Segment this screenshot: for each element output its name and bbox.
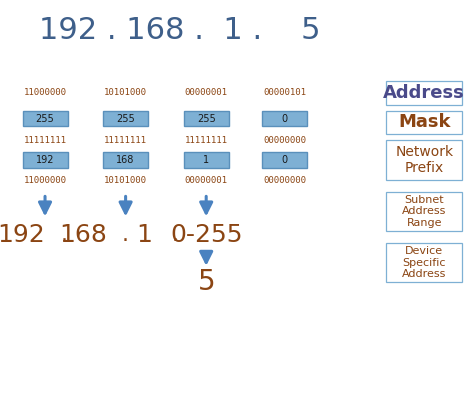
Text: 255: 255 <box>36 113 55 124</box>
Text: 0: 0 <box>282 155 287 165</box>
FancyBboxPatch shape <box>184 152 228 168</box>
FancyBboxPatch shape <box>23 152 67 168</box>
FancyBboxPatch shape <box>386 192 462 231</box>
Text: 11000000: 11000000 <box>24 177 66 185</box>
Text: 0: 0 <box>282 113 287 124</box>
Text: .: . <box>122 225 129 245</box>
Text: Network
Prefix: Network Prefix <box>395 145 453 175</box>
Text: 192: 192 <box>36 155 55 165</box>
Text: 00000000: 00000000 <box>263 136 306 145</box>
Text: 192: 192 <box>0 223 45 247</box>
Text: Device
Specific
Address: Device Specific Address <box>402 246 447 279</box>
FancyBboxPatch shape <box>262 152 307 168</box>
Text: Mask: Mask <box>398 113 450 132</box>
Text: 0-255: 0-255 <box>170 223 242 247</box>
Text: 192 . 168 .  1 .    5: 192 . 168 . 1 . 5 <box>39 16 321 45</box>
Text: Subnet
Address
Range: Subnet Address Range <box>402 195 447 228</box>
FancyBboxPatch shape <box>386 243 462 282</box>
Text: 1: 1 <box>137 223 153 247</box>
Text: 1: 1 <box>203 155 209 165</box>
Text: 168: 168 <box>59 223 107 247</box>
Text: 5: 5 <box>197 269 215 296</box>
FancyBboxPatch shape <box>386 111 462 134</box>
Text: 00000101: 00000101 <box>263 88 306 97</box>
Text: 255: 255 <box>116 113 135 124</box>
Text: .: . <box>172 225 179 245</box>
Text: 11111111: 11111111 <box>104 136 147 145</box>
Text: 11000000: 11000000 <box>24 88 66 97</box>
Text: Address: Address <box>383 84 465 102</box>
FancyBboxPatch shape <box>262 111 307 126</box>
Text: 255: 255 <box>197 113 216 124</box>
Text: .: . <box>61 225 67 245</box>
FancyBboxPatch shape <box>184 111 228 126</box>
Text: 11111111: 11111111 <box>24 136 66 145</box>
Text: 00000001: 00000001 <box>185 177 228 185</box>
Text: 00000001: 00000001 <box>185 88 228 97</box>
Text: 10101000: 10101000 <box>104 177 147 185</box>
FancyBboxPatch shape <box>103 152 148 168</box>
Text: 10101000: 10101000 <box>104 88 147 97</box>
FancyBboxPatch shape <box>386 81 462 105</box>
FancyBboxPatch shape <box>23 111 67 126</box>
Text: 11111111: 11111111 <box>185 136 228 145</box>
FancyBboxPatch shape <box>103 111 148 126</box>
Text: 168: 168 <box>117 155 135 165</box>
FancyBboxPatch shape <box>386 140 462 180</box>
Text: 00000000: 00000000 <box>263 177 306 185</box>
